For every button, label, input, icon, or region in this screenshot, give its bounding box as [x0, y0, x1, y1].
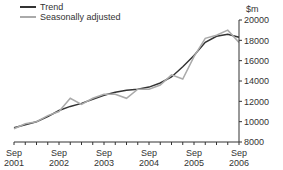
svg-text:14000: 14000 [244, 76, 269, 86]
svg-text:18000: 18000 [244, 36, 269, 46]
svg-text:Sep2002: Sep2002 [49, 148, 69, 168]
svg-text:Sep2004: Sep2004 [139, 148, 159, 168]
html-text:$m: $m [246, 4, 259, 14]
html-text:Seasonally adjusted: Seasonally adjusted [40, 12, 121, 22]
svg-text:20000: 20000 [244, 15, 269, 25]
html-text:Trend: Trend [40, 2, 64, 12]
svg-text:Sep2003: Sep2003 [94, 148, 114, 168]
svg-text:Sep2005: Sep2005 [184, 148, 204, 168]
svg-text:16000: 16000 [244, 56, 269, 66]
svg-text:Sep2001: Sep2001 [8, 148, 24, 168]
svg-text:Sep2006: Sep2006 [229, 148, 249, 168]
svg-text:8000: 8000 [244, 137, 264, 147]
svg-text:10000: 10000 [244, 117, 269, 127]
svg-text:12000: 12000 [244, 97, 269, 107]
